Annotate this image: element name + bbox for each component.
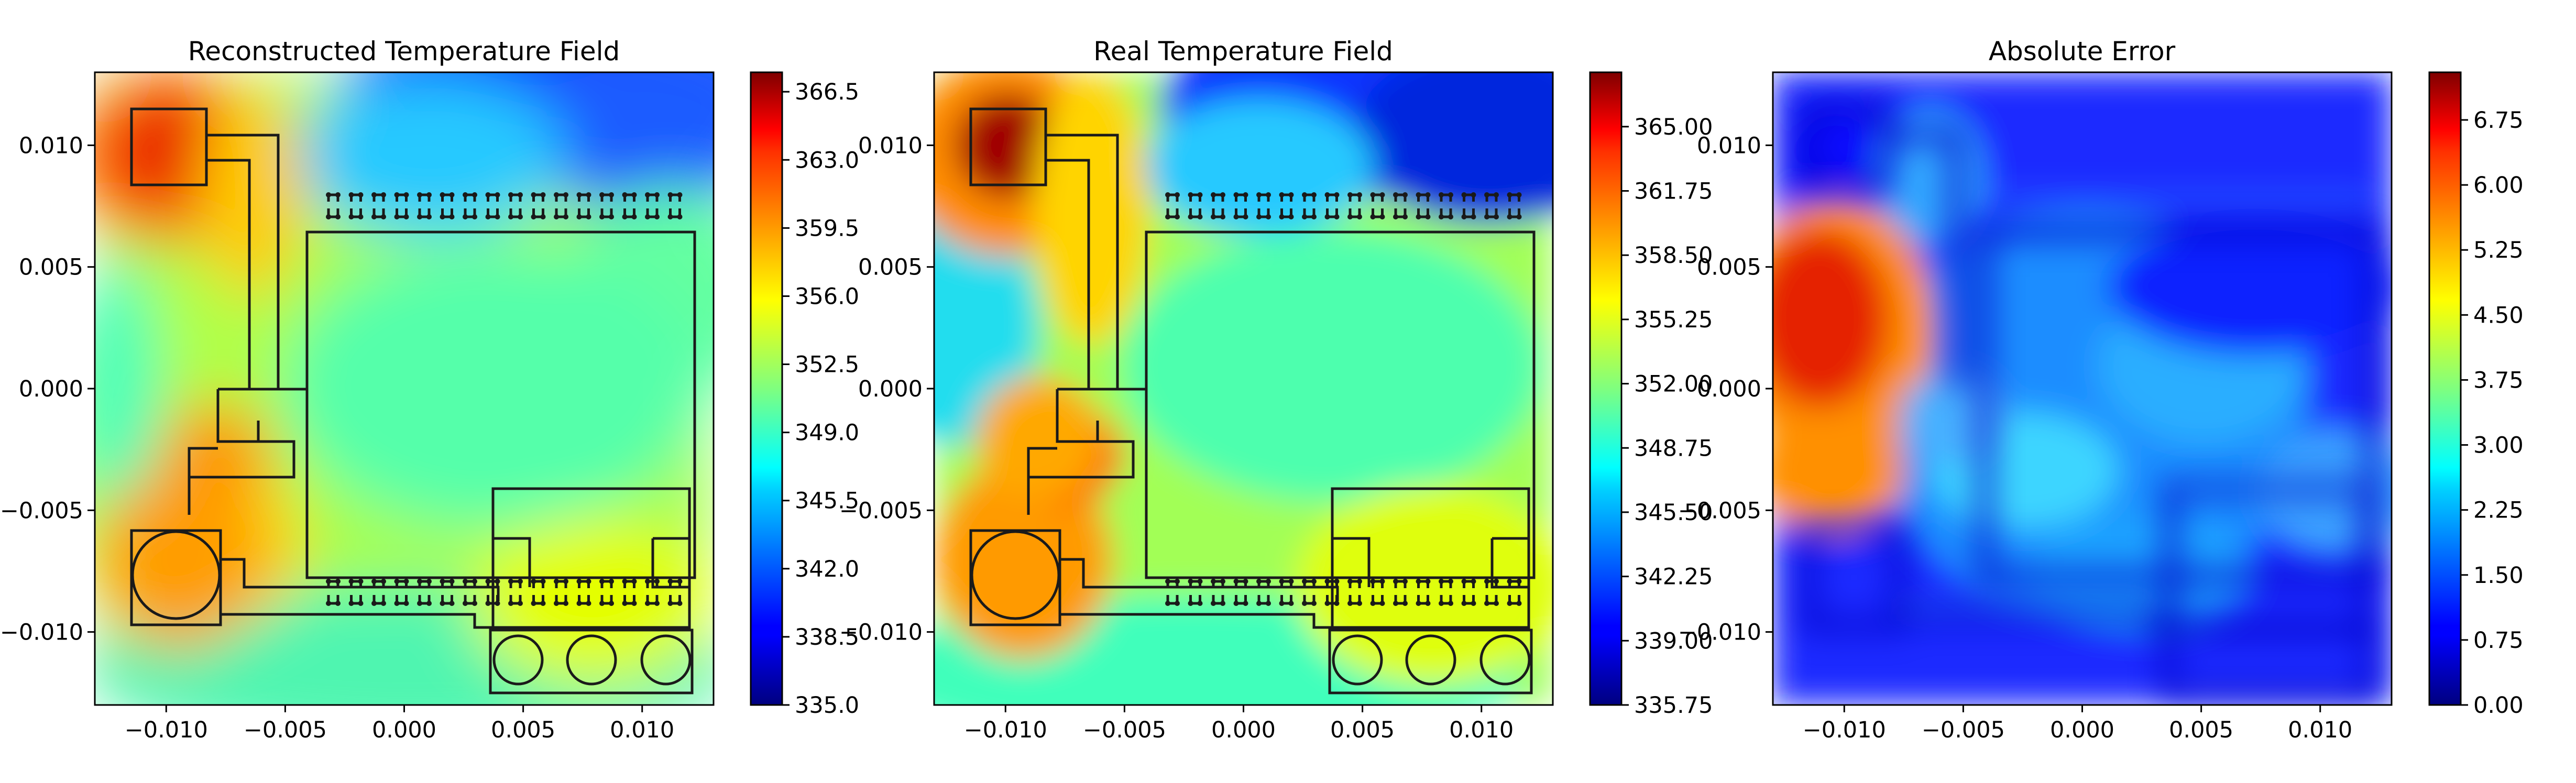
heatmap-image <box>934 72 1553 705</box>
x-tick-label: −0.005 <box>1083 717 1166 743</box>
y-tick-label: −0.005 <box>0 498 83 524</box>
colorbar-tick-label: 335.75 <box>1634 692 1713 719</box>
colorbar-tick-label: 4.50 <box>2473 302 2524 328</box>
x-tick-label: 0.000 <box>2050 717 2114 743</box>
y-tick-label: −0.005 <box>839 498 923 524</box>
colorbar-frame <box>1589 71 1623 706</box>
colorbar-ticks: 6.75 6.00 5.25 4.50 3.75 3.00 2.25 1.50 0.75 0.00 <box>2461 107 2524 719</box>
colorbar-gradient <box>2429 72 2461 705</box>
colorbar-tick-label: 342.25 <box>1634 564 1713 590</box>
colorbar-tick-label: 361.75 <box>1634 179 1713 205</box>
x-tick-label: −0.005 <box>1922 717 2005 743</box>
x-tick-label: 0.000 <box>1211 717 1276 743</box>
colorbar-gradient <box>1590 72 1621 705</box>
chart-title: Real Temperature Field <box>1093 36 1393 67</box>
x-tick-label: 0.010 <box>610 717 674 743</box>
colorbar-tick-label: 6.75 <box>2473 107 2524 134</box>
y-axis: 0.010 0.005 0.000 −0.005 −0.010 <box>0 133 95 646</box>
panel-reconstructed: Reconstructed Temperature Field −0.010 −0… <box>0 36 859 743</box>
colorbar-tick-label: 339.00 <box>1634 628 1713 654</box>
colorbar-tick-label: 345.5 <box>795 488 859 514</box>
colorbar-tick-label: 349.0 <box>795 420 859 446</box>
panel-absolute-error: Absolute Error −0.010 −0 <box>1678 36 2524 743</box>
colorbar-tick-label: 356.0 <box>795 283 859 310</box>
colorbar-tick-label: 342.0 <box>795 556 859 582</box>
colorbar-tick-label: 3.75 <box>2473 367 2524 393</box>
colorbar-tick-label: 366.5 <box>795 79 859 105</box>
colorbar-tick-label: 2.25 <box>2473 498 2524 524</box>
x-tick-label: 0.010 <box>2288 717 2352 743</box>
colorbar-tick-label: 348.75 <box>1634 435 1713 461</box>
colorbar: 366.5 363.0 359.5 356.0 352.5 349.0 345.5 342.0… <box>750 71 859 719</box>
x-tick-label: 0.005 <box>1330 717 1395 743</box>
colorbar: 6.75 6.00 5.25 4.50 3.75 3.00 2.25 1.50 0.75 0.00 <box>2428 71 2524 719</box>
y-tick-label: 0.005 <box>858 255 923 281</box>
colorbar-tick-label: 359.5 <box>795 215 859 241</box>
x-axis: −0.010 −0.005 0.000 0.005 0.010 <box>964 705 1514 743</box>
colorbar-tick-label: 352.00 <box>1634 371 1713 398</box>
y-tick-label: 0.010 <box>1697 133 1761 159</box>
x-tick-label: 0.000 <box>372 717 436 743</box>
colorbar-tick-label: 338.5 <box>795 624 859 650</box>
colorbar-tick-label: 352.5 <box>795 352 859 378</box>
colorbar-tick-label: 355.25 <box>1634 307 1713 333</box>
y-tick-label: 0.010 <box>19 133 83 159</box>
colorbar-tick-label: 365.00 <box>1634 114 1713 140</box>
colorbar-tick-label: 3.00 <box>2473 433 2524 459</box>
colorbar-tick-label: 363.0 <box>795 147 859 173</box>
colorbar-tick-label: 0.75 <box>2473 627 2524 654</box>
colorbar-tick-label: 335.0 <box>795 692 859 719</box>
heatmap-image <box>1773 72 2392 705</box>
colorbar-frame <box>750 71 783 706</box>
y-axis: 0.010 0.005 0.000 −0.005 −0.010 <box>1678 133 1773 646</box>
chart-title: Reconstructed Temperature Field <box>188 36 620 67</box>
heatmap-image <box>95 72 714 705</box>
y-tick-label: 0.005 <box>1697 255 1761 281</box>
x-tick-label: −0.010 <box>125 717 208 743</box>
x-axis: −0.010 −0.005 0.000 0.005 0.010 <box>125 705 674 743</box>
y-tick-label: −0.010 <box>839 620 923 646</box>
colorbar-tick-label: 345.50 <box>1634 500 1713 526</box>
colorbar-ticks: 366.5 363.0 359.5 356.0 352.5 349.0 345.5 342.0… <box>782 79 859 719</box>
x-tick-label: −0.010 <box>1803 717 1886 743</box>
y-tick-label: 0.010 <box>858 133 923 159</box>
y-tick-label: −0.010 <box>1678 620 1761 646</box>
colorbar-tick-label: 0.00 <box>2473 692 2524 719</box>
y-tick-label: 0.000 <box>19 376 83 402</box>
y-tick-label: 0.000 <box>1697 376 1761 402</box>
x-tick-label: −0.010 <box>964 717 1047 743</box>
chart-title: Absolute Error <box>1989 36 2176 67</box>
x-tick-label: 0.010 <box>1449 717 1514 743</box>
y-tick-label: −0.010 <box>0 620 83 646</box>
colorbar-tick-label: 358.50 <box>1634 242 1713 269</box>
colorbar-frame <box>2428 71 2462 706</box>
colorbar-tick-label: 6.00 <box>2473 172 2524 198</box>
x-tick-label: 0.005 <box>491 717 555 743</box>
x-tick-label: 0.005 <box>2169 717 2233 743</box>
y-tick-label: 0.000 <box>858 376 923 402</box>
colorbar-gradient <box>751 72 782 705</box>
panel-real: Real Temperature Field −0.010 −0.005 0.000… <box>839 36 1713 743</box>
y-axis: 0.010 0.005 0.000 −0.005 −0.010 <box>839 133 934 646</box>
x-tick-label: −0.005 <box>244 717 327 743</box>
colorbar-tick-label: 1.50 <box>2473 563 2524 589</box>
colorbar-ticks: 365.00 361.75 358.50 355.25 352.00 348.75 345.… <box>1621 114 1713 719</box>
y-tick-label: 0.005 <box>19 255 83 281</box>
colorbar-tick-label: 5.25 <box>2473 237 2524 263</box>
y-tick-label: −0.005 <box>1678 498 1761 524</box>
colorbar: 365.00 361.75 358.50 355.25 352.00 348.75 345.… <box>1589 71 1713 719</box>
x-axis: −0.010 −0.005 0.000 0.005 0.010 <box>1803 705 2352 743</box>
